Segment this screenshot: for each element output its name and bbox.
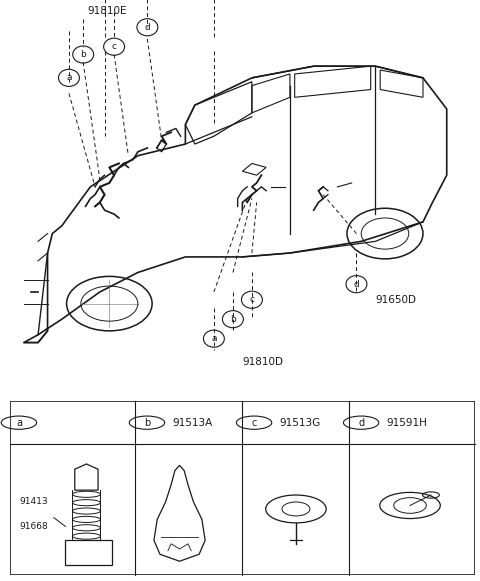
Text: b: b — [230, 315, 236, 324]
Text: 91513A: 91513A — [173, 418, 213, 428]
Text: c: c — [252, 418, 257, 428]
Text: d: d — [358, 418, 364, 428]
Text: 91591H: 91591H — [387, 418, 428, 428]
Text: 91668: 91668 — [19, 522, 48, 531]
Text: d: d — [354, 279, 360, 289]
Text: d: d — [144, 23, 150, 32]
Text: a: a — [66, 73, 72, 83]
Text: 91513G: 91513G — [280, 418, 321, 428]
Text: 91650D: 91650D — [375, 295, 417, 305]
Text: a: a — [16, 418, 22, 428]
Text: c: c — [111, 42, 117, 51]
Text: b: b — [144, 418, 150, 428]
Text: b: b — [80, 50, 86, 59]
Text: 91810D: 91810D — [242, 357, 283, 367]
Text: c: c — [250, 295, 254, 304]
Text: 91810E: 91810E — [87, 6, 127, 16]
Text: a: a — [211, 334, 216, 343]
Text: 91413: 91413 — [19, 497, 48, 507]
